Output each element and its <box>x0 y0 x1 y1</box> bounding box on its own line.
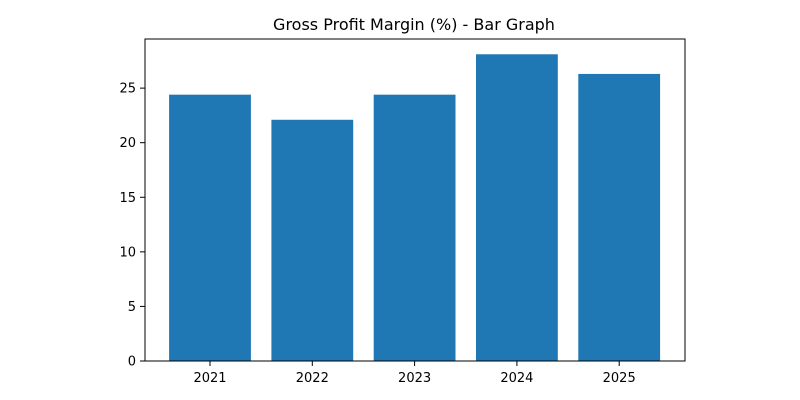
chart-title: Gross Profit Margin (%) - Bar Graph <box>273 15 555 34</box>
bars-group <box>169 54 661 362</box>
x-tick-label: 2023 <box>398 371 431 386</box>
bar-2021 <box>169 94 251 362</box>
plot-frame <box>144 38 686 362</box>
y-tick-label: 10 <box>119 245 136 260</box>
bar-2025 <box>578 73 661 362</box>
y-axis-ticks: 0 5 10 15 20 25 <box>119 82 145 370</box>
bar-2024 <box>476 54 558 361</box>
x-axis-ticks: 2021 2022 2023 2024 2025 <box>193 361 636 386</box>
y-tick-label: 15 <box>119 191 136 206</box>
y-tick-label: 5 <box>128 300 136 315</box>
y-tick-label: 20 <box>119 136 136 151</box>
y-tick-label: 0 <box>128 355 136 370</box>
x-tick-label: 2021 <box>193 371 226 386</box>
y-tick-label: 25 <box>119 82 136 97</box>
x-tick-label: 2022 <box>296 371 329 386</box>
x-tick-label: 2024 <box>500 371 533 386</box>
bar-2022 <box>271 119 354 362</box>
x-tick-label: 2025 <box>603 371 636 386</box>
bar-2023 <box>373 94 456 362</box>
